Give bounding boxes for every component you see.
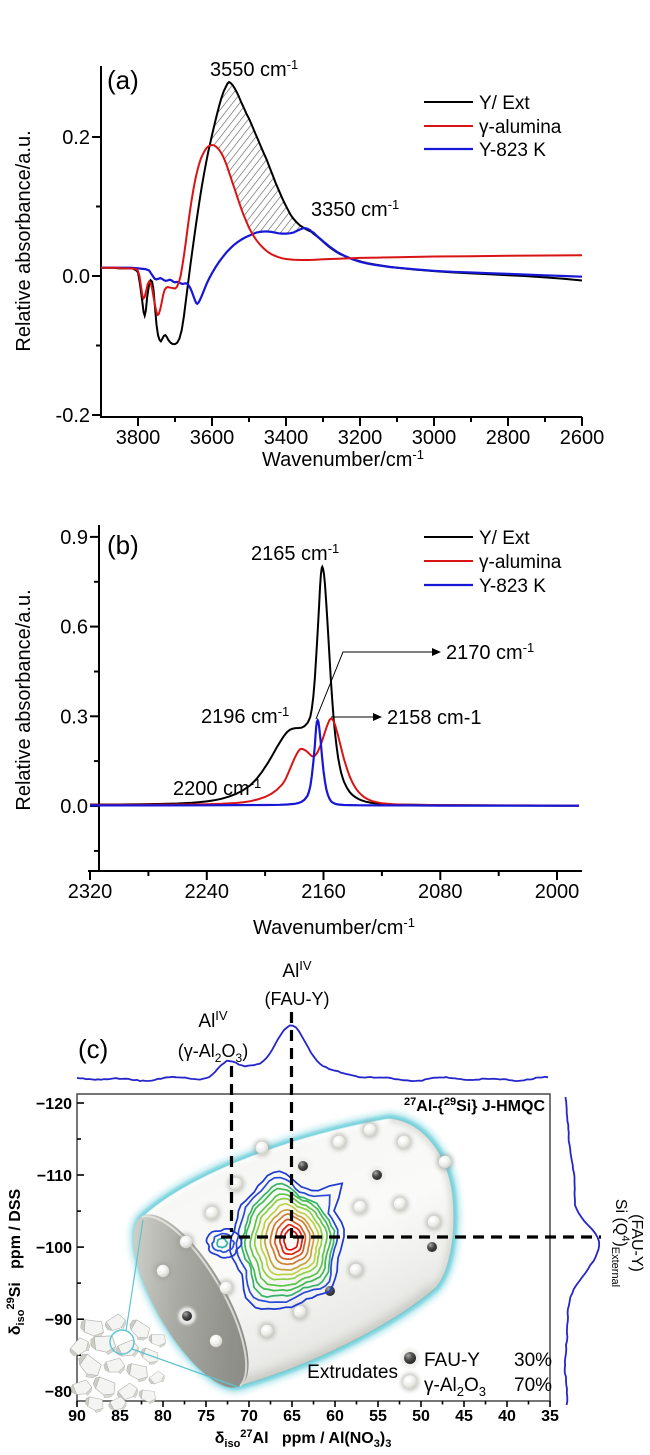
svg-text:45: 45 (455, 1408, 473, 1425)
svg-text:3800: 3800 (116, 427, 161, 449)
svg-text:2000: 2000 (535, 881, 580, 903)
svg-text:−120: −120 (36, 1096, 72, 1113)
svg-text:Y/ Ext: Y/ Ext (479, 93, 530, 114)
svg-text:0.0: 0.0 (62, 266, 90, 288)
svg-text:Wavenumber/cm-1: Wavenumber/cm-1 (262, 447, 424, 471)
svg-text:−110: −110 (37, 1168, 72, 1185)
svg-text:Relative absorbance/a.u.: Relative absorbance/a.u. (13, 589, 35, 810)
svg-text:0.0: 0.0 (60, 796, 88, 818)
svg-text:90: 90 (68, 1408, 86, 1425)
svg-text:-0.2: -0.2 (56, 405, 90, 427)
svg-text:−90: −90 (45, 1312, 72, 1329)
svg-text:85: 85 (111, 1408, 129, 1425)
svg-text:3000: 3000 (412, 427, 457, 449)
svg-text:60: 60 (326, 1408, 344, 1425)
svg-text:50: 50 (412, 1408, 430, 1425)
svg-text:γ-alumina: γ-alumina (479, 117, 562, 138)
svg-text:2320: 2320 (68, 881, 113, 903)
svg-text:Relative absorbance/a.u.: Relative absorbance/a.u. (13, 130, 35, 351)
svg-text:3200: 3200 (338, 427, 383, 449)
svg-text:Y-823 K: Y-823 K (479, 576, 546, 597)
svg-text:γ-alumina: γ-alumina (479, 552, 562, 573)
svg-text:−80: −80 (45, 1384, 72, 1401)
svg-text:(FAU-Y): (FAU-Y) (265, 989, 330, 1009)
svg-text:2600: 2600 (560, 427, 605, 449)
svg-text:30%: 30% (514, 1350, 552, 1371)
svg-text:2080: 2080 (418, 881, 463, 903)
svg-text:δiso27Al ppm / Al(NO3)3: δiso27Al ppm / Al(NO3)3 (215, 1428, 392, 1450)
svg-text:Y-823 K: Y-823 K (479, 140, 546, 161)
svg-text:2158 cm-1: 2158 cm-1 (387, 707, 482, 729)
svg-text:−100: −100 (36, 1240, 72, 1257)
svg-text:75: 75 (197, 1408, 215, 1425)
svg-text:65: 65 (283, 1408, 301, 1425)
svg-text:Extrudates: Extrudates (307, 1362, 398, 1383)
svg-text:2170 cm-1: 2170 cm-1 (446, 640, 534, 664)
svg-text:0.3: 0.3 (60, 706, 88, 728)
svg-text:Wavenumber/cm-1: Wavenumber/cm-1 (253, 915, 415, 939)
svg-text:40: 40 (498, 1408, 516, 1425)
svg-text:70%: 70% (514, 1375, 552, 1396)
svg-text:γ-Al2O3: γ-Al2O3 (424, 1375, 486, 1399)
svg-text:2240: 2240 (185, 881, 230, 903)
svg-text:0.2: 0.2 (62, 127, 90, 149)
svg-text:55: 55 (369, 1408, 387, 1425)
svg-text:2200 cm-1: 2200 cm-1 (173, 776, 261, 800)
svg-text:2165 cm-1: 2165 cm-1 (251, 541, 339, 565)
svg-text:2160: 2160 (301, 881, 346, 903)
svg-text:Si (Q4)External(FAU-Y): Si (Q4)External (FAU-Y) (609, 1199, 645, 1287)
svg-text:3600: 3600 (190, 427, 235, 449)
svg-text:2196 cm-1: 2196 cm-1 (201, 704, 289, 728)
svg-text:(b): (b) (107, 530, 139, 560)
svg-text:80: 80 (154, 1408, 172, 1425)
svg-text:0.9: 0.9 (60, 527, 88, 549)
svg-text:Y/ Ext: Y/ Ext (479, 528, 530, 549)
svg-text:2800: 2800 (486, 427, 531, 449)
svg-text:FAU-Y: FAU-Y (424, 1350, 480, 1371)
svg-text:70: 70 (240, 1408, 258, 1425)
svg-text:3400: 3400 (264, 427, 309, 449)
svg-text:(c): (c) (78, 1034, 108, 1064)
svg-text:3350 cm-1: 3350 cm-1 (311, 197, 399, 221)
svg-text:(a): (a) (107, 65, 139, 95)
svg-text:3550 cm-1: 3550 cm-1 (210, 57, 298, 81)
svg-text:27Al-{29Si} J-HMQC: 27Al-{29Si} J-HMQC (404, 1096, 545, 1115)
svg-text:0.6: 0.6 (60, 617, 88, 639)
svg-text:35: 35 (541, 1408, 559, 1425)
